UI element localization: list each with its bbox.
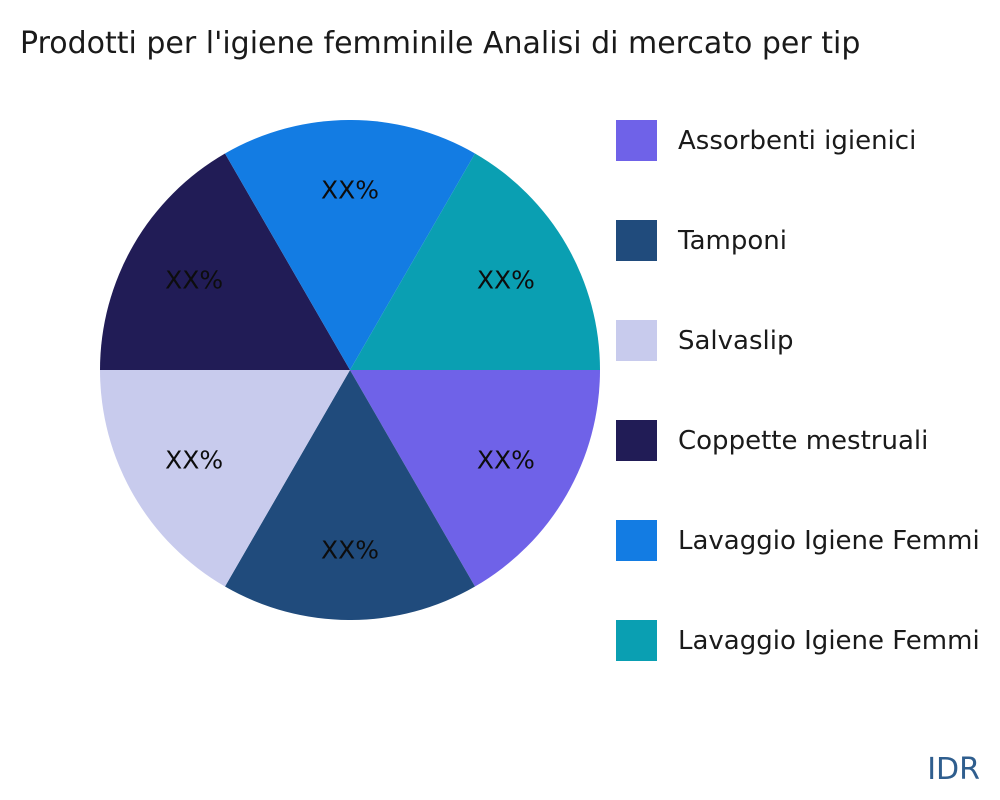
pie-slice-value-label: XX% xyxy=(165,266,223,295)
pie-slice-value-label: XX% xyxy=(477,266,535,295)
legend-label: Salvaslip xyxy=(678,325,794,356)
legend-swatch-coppette xyxy=(616,420,657,461)
legend-swatch-tamponi xyxy=(616,220,657,261)
legend-label: Lavaggio Igiene Femmi xyxy=(678,525,980,556)
watermark-idr: IDR xyxy=(927,752,980,787)
legend-swatch-lavaggio-1 xyxy=(616,520,657,561)
pie-slice-5 xyxy=(225,120,475,370)
legend-swatch-salvaslip xyxy=(616,320,657,361)
pie-slice-6 xyxy=(350,153,600,370)
page-title: Prodotti per l'igiene femminile Analisi … xyxy=(20,26,861,61)
pie-slice-value-label: XX% xyxy=(321,536,379,565)
pie-slice-value-label: XX% xyxy=(321,176,379,205)
pie-slice-value-label: XX% xyxy=(165,446,223,475)
legend-label: Assorbenti igienici xyxy=(678,125,917,156)
legend: Assorbenti igienici Tamponi Salvaslip Co… xyxy=(616,120,980,720)
legend-label: Coppette mestruali xyxy=(678,425,929,456)
legend-item: Tamponi xyxy=(616,220,980,261)
legend-item: Lavaggio Igiene Femmi xyxy=(616,620,980,661)
pie-slice-1 xyxy=(350,370,600,587)
legend-item: Lavaggio Igiene Femmi xyxy=(616,520,980,561)
pie-chart: XX% XX% XX% XX% XX% XX% xyxy=(100,120,600,620)
legend-swatch-lavaggio-2 xyxy=(616,620,657,661)
legend-item: Salvaslip xyxy=(616,320,980,361)
pie-slice-4 xyxy=(100,153,350,370)
legend-item: Coppette mestruali xyxy=(616,420,980,461)
pie-slice-value-label: XX% xyxy=(477,446,535,475)
legend-item: Assorbenti igienici xyxy=(616,120,980,161)
legend-label: Tamponi xyxy=(678,225,787,256)
pie-slice-3 xyxy=(100,370,350,587)
pie-slice-2 xyxy=(225,370,475,620)
legend-swatch-assorbenti xyxy=(616,120,657,161)
legend-label: Lavaggio Igiene Femmi xyxy=(678,625,980,656)
